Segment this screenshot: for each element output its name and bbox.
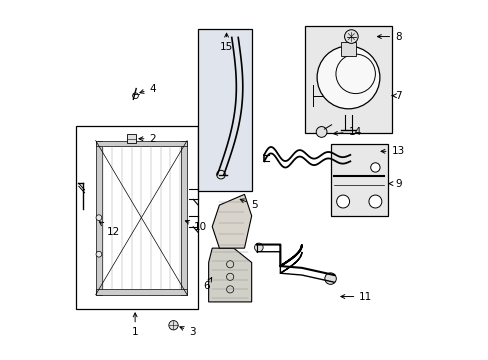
Circle shape <box>368 195 381 208</box>
Circle shape <box>370 163 379 172</box>
Text: 6: 6 <box>203 278 211 291</box>
Text: 13: 13 <box>380 146 404 156</box>
Bar <box>330 144 387 216</box>
Bar <box>96 140 102 295</box>
Ellipse shape <box>317 46 379 109</box>
Circle shape <box>344 30 357 43</box>
Text: 7: 7 <box>391 91 401 101</box>
Text: 2: 2 <box>139 134 156 144</box>
Text: 8: 8 <box>377 32 401 41</box>
Bar <box>198 30 251 191</box>
Text: 4: 4 <box>140 84 156 94</box>
Circle shape <box>96 251 102 257</box>
Text: 14: 14 <box>333 127 361 136</box>
Bar <box>180 140 187 295</box>
Text: 15: 15 <box>220 33 233 52</box>
Bar <box>341 41 355 56</box>
Text: 12: 12 <box>99 222 120 237</box>
Circle shape <box>96 215 102 221</box>
Bar <box>96 289 187 295</box>
Bar <box>305 26 391 134</box>
Text: 1: 1 <box>132 313 138 337</box>
Circle shape <box>168 320 178 330</box>
Bar <box>76 126 198 309</box>
Circle shape <box>316 127 326 137</box>
Circle shape <box>336 195 349 208</box>
Circle shape <box>254 243 263 252</box>
Circle shape <box>324 273 336 284</box>
Text: 11: 11 <box>340 292 372 302</box>
Bar <box>126 134 136 143</box>
Circle shape <box>216 170 225 179</box>
Text: 9: 9 <box>388 179 401 189</box>
Text: 5: 5 <box>240 199 258 210</box>
Text: 3: 3 <box>180 327 195 337</box>
Polygon shape <box>208 248 251 302</box>
Polygon shape <box>212 194 251 248</box>
Text: 10: 10 <box>185 220 207 231</box>
Bar <box>96 140 187 146</box>
